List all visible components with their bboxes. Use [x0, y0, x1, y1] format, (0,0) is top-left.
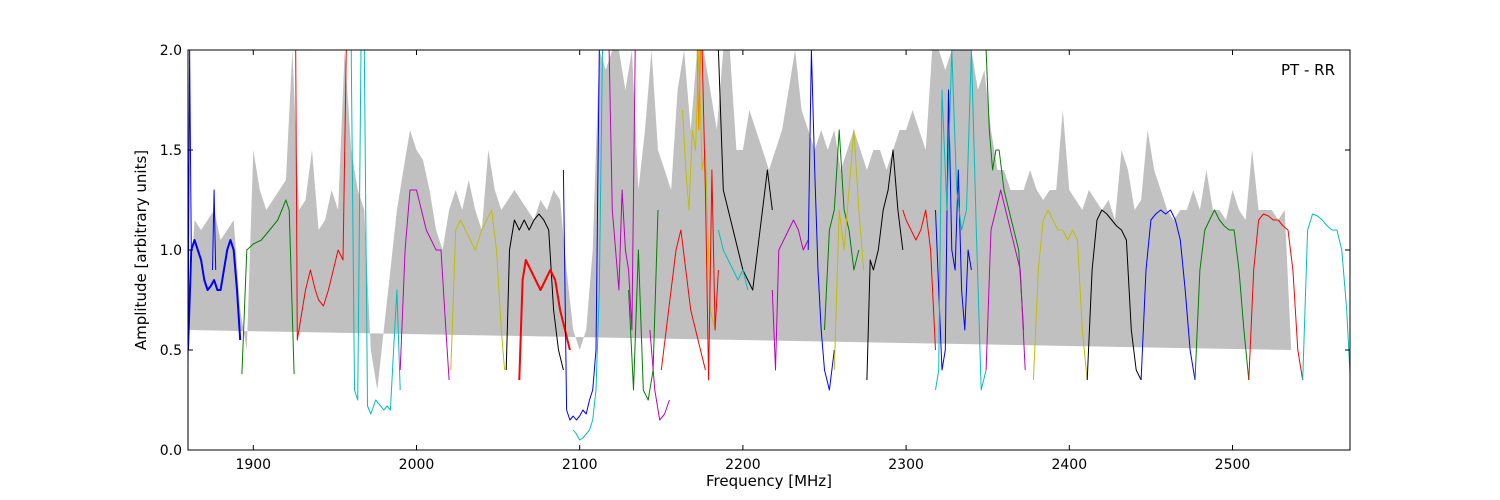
series-line-31	[985, 189, 1026, 371]
series-line-25	[833, 129, 865, 371]
series-line-33	[1086, 209, 1142, 381]
series-line-29	[935, 50, 987, 391]
x-tick-label: 2300	[888, 457, 924, 473]
series-line-20	[717, 50, 773, 291]
series-line-1	[188, 239, 242, 351]
series-line-13	[608, 50, 636, 331]
series-line-11	[562, 50, 600, 421]
series-line-27	[902, 209, 936, 351]
y-tick-label: 1.0	[160, 243, 182, 259]
series-line-18	[696, 50, 701, 131]
series-line-6	[347, 50, 401, 415]
series-line-12	[572, 50, 603, 441]
series-line-28	[935, 89, 972, 371]
series-line-24	[824, 129, 860, 331]
x-tick-label: 2100	[562, 457, 598, 473]
series-line-23	[807, 50, 835, 391]
series-line-32	[1032, 209, 1088, 381]
series-line-16	[660, 229, 706, 371]
y-axis-label: Amplitude [arbitrary units]	[132, 150, 150, 350]
series-line-17	[682, 50, 716, 331]
series-line-8	[450, 209, 506, 371]
series-line-21	[717, 229, 749, 291]
series-line-37	[1302, 213, 1350, 381]
background-band-layer	[188, 50, 1292, 390]
series-line-10	[518, 259, 571, 381]
series-line-19	[701, 50, 719, 381]
series-line-2	[188, 50, 192, 371]
y-axis-ticks: 0.0 0.5 1.0 1.5 2.0	[160, 43, 1350, 459]
y-tick-label: 2.0	[160, 43, 182, 59]
series-line-3	[212, 189, 217, 271]
background-band	[188, 50, 1292, 390]
x-tick-label: 2000	[399, 457, 435, 473]
y-tick-label: 0.5	[160, 343, 182, 359]
series-line-4	[241, 199, 295, 375]
series-line-35	[1194, 209, 1250, 381]
x-tick-label: 1900	[235, 457, 271, 473]
series-line-26	[866, 149, 904, 381]
series-layer	[188, 50, 1350, 441]
x-axis-ticks: 1900 2000 2100 2200 2300 2400 2500	[235, 50, 1250, 473]
x-axis-label: Frequency [MHz]	[706, 472, 832, 490]
series-line-9	[505, 213, 564, 371]
y-tick-label: 0.0	[160, 443, 182, 459]
series-line-15	[649, 329, 670, 421]
x-tick-label: 2500	[1215, 457, 1251, 473]
corner-annotation: PT - RR	[1281, 61, 1335, 79]
series-line-7	[399, 189, 450, 381]
series-line-30	[985, 50, 1025, 331]
y-tick-label: 1.5	[160, 143, 182, 159]
series-line-5	[295, 50, 347, 341]
x-tick-label: 2400	[1051, 457, 1087, 473]
series-line-34	[1140, 209, 1196, 381]
x-tick-label: 2200	[725, 457, 761, 473]
series-line-22	[771, 219, 809, 371]
series-line-36	[1248, 213, 1304, 381]
